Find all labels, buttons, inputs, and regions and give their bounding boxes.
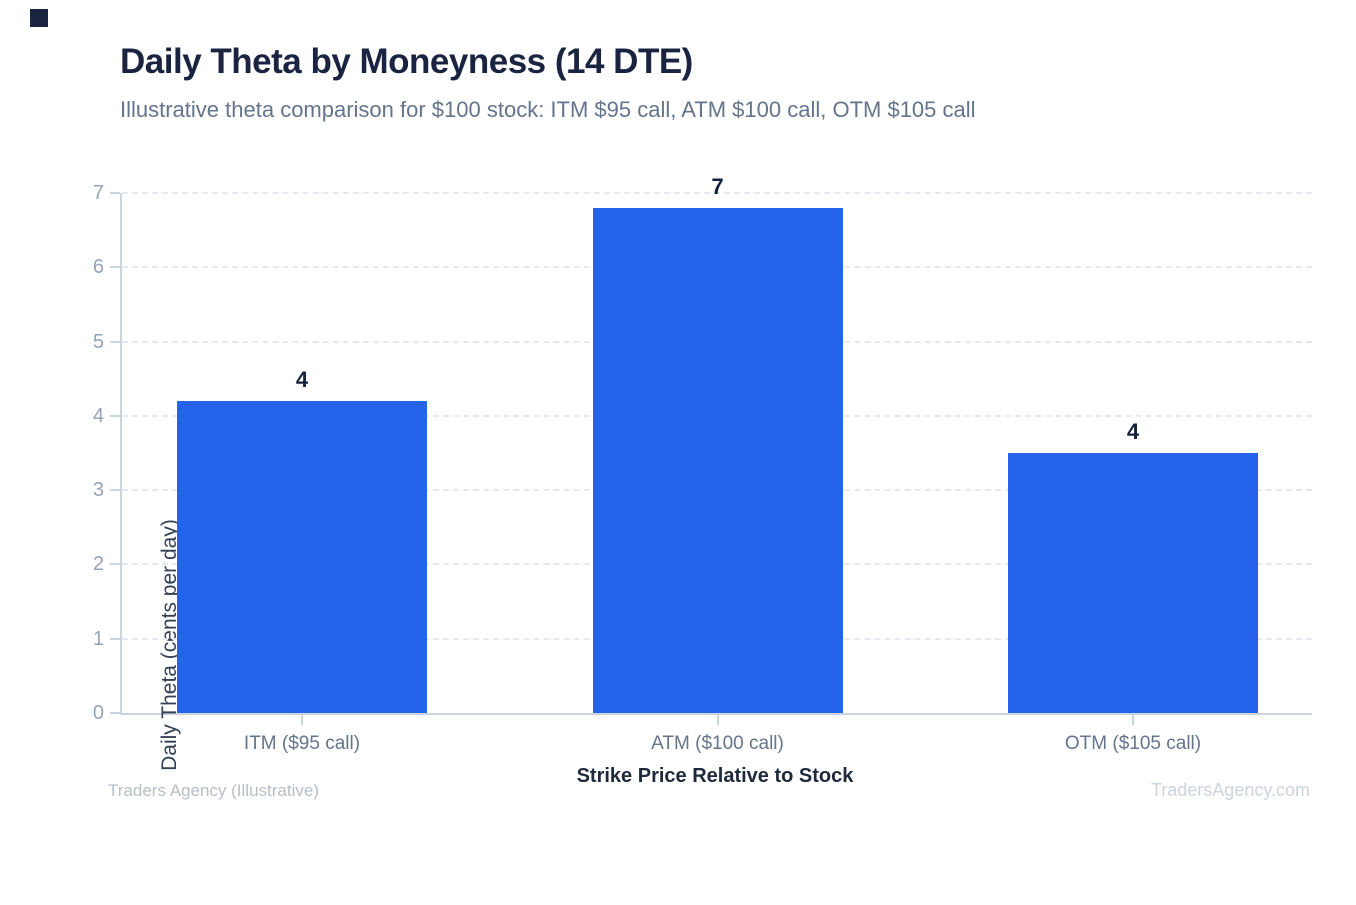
y-tick-label: 1 <box>92 627 104 650</box>
brand-mark <box>30 9 48 27</box>
y-tick-mark <box>110 192 120 194</box>
y-tick-label: 5 <box>92 330 104 353</box>
y-tick-label: 4 <box>92 404 104 427</box>
y-tick-mark <box>110 340 120 343</box>
gridline <box>122 192 1312 194</box>
y-tick-label: 7 <box>92 182 104 204</box>
bar <box>592 207 843 713</box>
chart-title: Daily Theta by Moneyness (14 DTE) <box>120 42 693 81</box>
y-tick-mark <box>110 637 120 640</box>
category-label: ITM ($95 call) <box>243 733 361 754</box>
y-tick-label: 2 <box>92 553 104 576</box>
y-tick-mark <box>110 712 120 714</box>
bar <box>177 401 427 713</box>
bar-value-label: 4 <box>295 367 309 392</box>
x-tick-mark <box>716 715 719 725</box>
chart-subtitle: Illustrative theta comparison for $100 s… <box>120 97 976 122</box>
category-label: OTM ($105 call) <box>1064 733 1202 754</box>
x-tick-mark <box>1132 715 1134 725</box>
y-tick-mark <box>110 489 120 492</box>
footer-website: TradersAgency.com <box>1150 780 1310 800</box>
plot-area: Daily Theta (cents per day) 0 1 2 3 4 5 6 7 4 ITM… <box>93 174 1312 771</box>
y-tick-mark <box>110 266 120 269</box>
x-tick-mark <box>301 715 303 725</box>
footer-attribution: Traders Agency (Illustrative) <box>108 781 319 800</box>
bar <box>1008 453 1258 713</box>
y-tick-label: 0 <box>92 702 104 724</box>
category-label: ATM ($100 call) <box>651 733 784 754</box>
y-tick-label: 6 <box>92 256 104 279</box>
y-tick-mark <box>110 414 120 417</box>
bar-value-label: 7 <box>711 173 724 199</box>
y-tick-mark <box>110 563 120 566</box>
x-axis-title: Strike Price Relative to Stock <box>576 765 854 787</box>
y-tick-label: 3 <box>92 479 104 502</box>
bar-value-label: 4 <box>1126 419 1140 444</box>
